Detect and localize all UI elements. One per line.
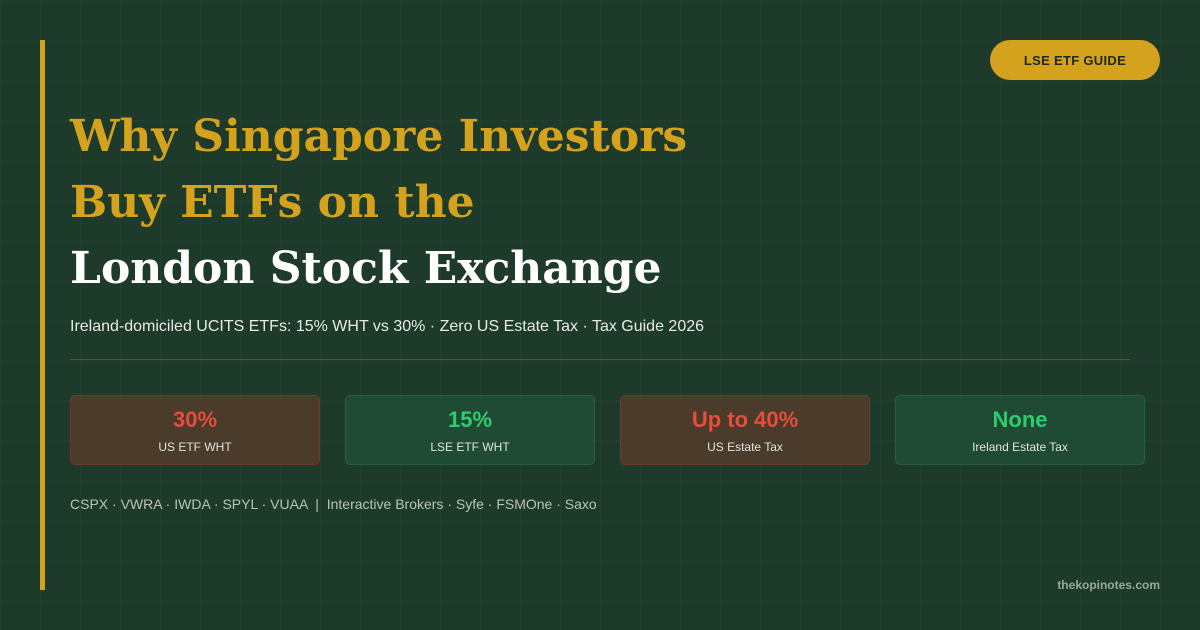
accent-bar	[40, 40, 45, 590]
badge: LSE ETF GUIDE	[990, 40, 1160, 80]
stat-card: 15% LSE ETF WHT	[345, 395, 595, 465]
footer: CSPX · VWRA · IWDA · SPYL · VUAA | Inter…	[70, 496, 597, 512]
stat-label: US ETF WHT	[158, 439, 232, 454]
title-line: Why Singapore Investors	[70, 111, 688, 162]
stat-label: LSE ETF WHT	[430, 439, 510, 454]
stat-label: US Estate Tax	[707, 439, 783, 454]
stat-card: 30% US ETF WHT	[70, 395, 320, 465]
stats: 30% US ETF WHT 15% LSE ETF WHT Up to 40% US E…	[70, 395, 1145, 465]
stat-card: Up to 40% US Estate Tax	[620, 395, 870, 465]
title-line: Buy ETFs on the	[70, 177, 475, 228]
title-line: London Stock Exchange	[70, 243, 662, 294]
title: Why Singapore Investors Buy ETFs on the Lo…	[70, 104, 687, 302]
stat-value: 15%	[447, 406, 493, 432]
divider	[70, 359, 1130, 360]
site: thekopinotes.com	[1057, 578, 1160, 592]
stat-value: 30%	[172, 406, 218, 432]
stat-label: Ireland Estate Tax	[972, 439, 1068, 454]
subtitle: Ireland-domiciled UCITS ETFs: 15% WHT vs…	[70, 318, 705, 335]
stat-value: None	[992, 406, 1048, 432]
stat-card: None Ireland Estate Tax	[895, 395, 1145, 465]
stat-value: Up to 40%	[691, 406, 799, 432]
